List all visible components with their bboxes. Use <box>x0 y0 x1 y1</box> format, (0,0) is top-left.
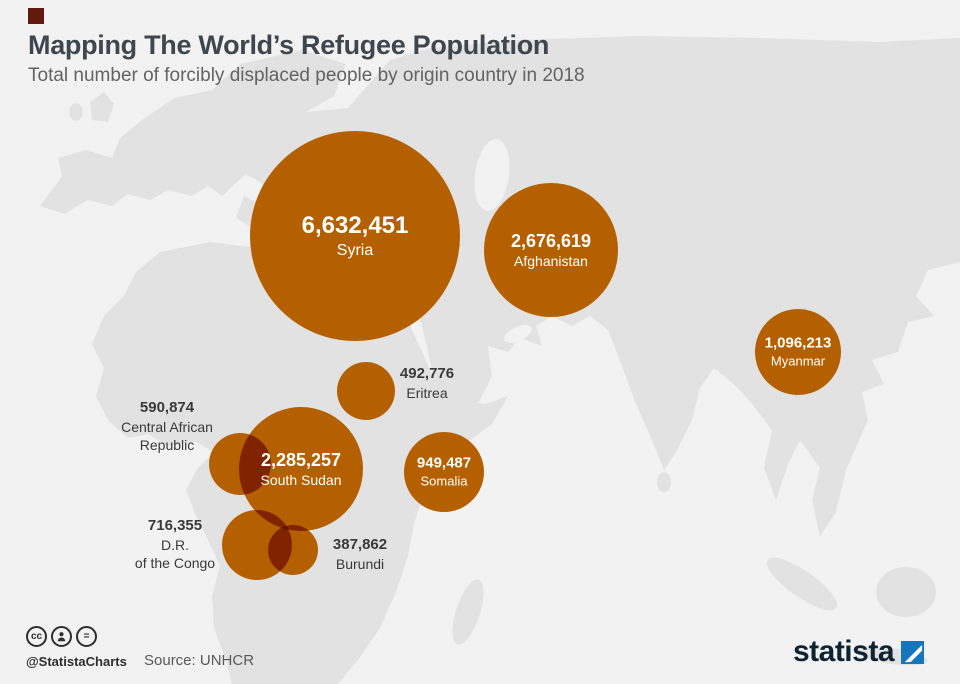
brand-accent-square <box>28 8 44 24</box>
label-afghanistan: 2,676,619 Afghanistan <box>511 230 591 270</box>
label-burundi: 387,862 Burundi <box>333 535 387 573</box>
persian-gulf <box>504 325 532 343</box>
source-text: Source: UNHCR <box>144 652 255 669</box>
island-sumatra <box>766 557 838 611</box>
bubble-value: 387,862 <box>332 536 388 553</box>
label-myanmar: 1,096,213 Myanmar <box>765 335 832 370</box>
caspian-sea <box>474 139 510 211</box>
bubble-country: Syria <box>336 242 374 259</box>
bubble-country: Eritrea <box>406 384 448 401</box>
attribution-person-icon[interactable] <box>51 626 72 647</box>
statista-logo[interactable]: statista <box>793 635 924 669</box>
header: Mapping The World’s Refugee Population T… <box>28 8 585 87</box>
label-central-african-republic: 590,874 Central African Republic <box>121 398 213 454</box>
page-subtitle: Total number of forcibly displaced peopl… <box>28 65 585 86</box>
person-icon <box>57 632 66 642</box>
bubble-country: Republic <box>139 436 195 453</box>
bubble-central-african-republic <box>209 433 271 495</box>
bubble-country: Burundi <box>335 555 385 572</box>
label-somalia: 949,487 Somalia <box>417 455 471 490</box>
island-ireland <box>69 103 83 121</box>
bubble-value: 2,285,257 <box>260 450 342 470</box>
bubble-country: Somalia <box>420 473 468 489</box>
bubble-country: of the Congo <box>134 554 216 571</box>
bubble-burundi <box>268 525 318 575</box>
bubble-value: 590,874 <box>139 399 195 416</box>
statista-logo-square-icon <box>901 640 924 664</box>
cc-icon[interactable]: cc <box>26 626 47 647</box>
label-south-sudan: 2,285,257 South Sudan <box>261 449 342 489</box>
no-derivatives-icon[interactable]: = <box>76 626 97 647</box>
statista-charts-handle[interactable]: @StatistaCharts <box>26 654 127 669</box>
bubble-myanmar <box>755 309 841 395</box>
label-eritrea: 492,776 Eritrea <box>400 364 454 402</box>
bubble-syria <box>250 131 460 341</box>
island-borneo <box>876 567 936 617</box>
bubble-value: 949,487 <box>416 454 472 472</box>
statista-wordmark: statista <box>792 635 895 668</box>
bubble-value: 2,676,619 <box>510 231 592 251</box>
bubble-value: 1,096,213 <box>764 334 832 352</box>
nd-icon-text: = <box>83 631 90 642</box>
bubble-country: D.R. <box>160 536 189 553</box>
bubble-country: South Sudan <box>260 471 342 488</box>
page-title: Mapping The World’s Refugee Population <box>28 30 550 60</box>
license-icons: cc = <box>26 626 97 647</box>
bubble-country: Myanmar <box>770 353 826 369</box>
label-syria: 6,632,451 Syria <box>302 211 409 261</box>
bubble-somalia <box>404 432 484 512</box>
island-sri-lanka <box>657 472 671 492</box>
bubble-country: Central African <box>121 418 213 435</box>
bubble-eritrea <box>337 362 395 420</box>
bubble-value: 716,355 <box>147 517 203 534</box>
bubble-afghanistan <box>484 183 618 317</box>
bubble-country: Afghanistan <box>514 252 588 269</box>
bubble-value: 6,632,451 <box>301 212 409 239</box>
bubble-value: 492,776 <box>399 365 455 382</box>
cc-icon-text: cc <box>30 631 43 642</box>
landmass-britain <box>90 92 114 122</box>
label-d-r-of-the-congo: 716,355 D.R. of the Congo <box>135 516 215 572</box>
island-madagascar <box>452 579 484 645</box>
